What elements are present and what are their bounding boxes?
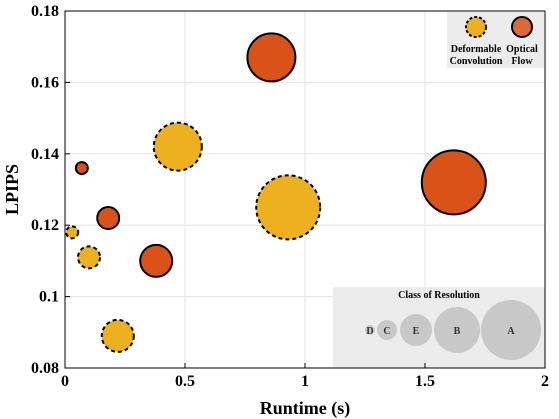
x-tick-label: 1	[301, 373, 309, 390]
x-axis-title: Runtime (s)	[260, 398, 351, 419]
resolution-label-a: A	[507, 326, 515, 337]
legend-swatch-deformable	[465, 16, 487, 38]
resolution-legend: Class of Resolution D C E B A	[333, 287, 545, 368]
y-tick-label: 0.16	[31, 74, 59, 91]
legend-swatch-optical	[511, 16, 533, 38]
resolution-label-c: C	[383, 326, 390, 337]
resolution-circle-a	[481, 300, 541, 360]
legend-label-optical: Optical	[506, 44, 538, 55]
deformable-point	[65, 225, 80, 240]
y-tick-label: 0.12	[31, 217, 59, 234]
x-tick-label: 2	[541, 373, 549, 390]
x-tick-label: 1.5	[415, 373, 435, 390]
deformable-point	[100, 318, 135, 353]
resolution-legend-title: Class of Resolution	[398, 290, 480, 301]
optical-point	[74, 161, 89, 176]
data-points	[65, 32, 487, 353]
y-tick-label: 0.1	[39, 289, 59, 306]
deformable-point	[255, 174, 322, 241]
y-tick-label: 0.18	[31, 3, 59, 20]
resolution-circle-d	[365, 325, 375, 335]
y-tick-label: 0.08	[31, 360, 59, 377]
optical-point	[139, 243, 174, 278]
resolution-label-d: D	[366, 326, 373, 337]
legend-label-deformable: Convolution	[450, 56, 503, 67]
resolution-circle-e	[400, 314, 432, 346]
deformable-point	[77, 245, 101, 270]
resolution-label-e: E	[413, 326, 420, 337]
deformable-point	[152, 121, 203, 172]
optical-point	[246, 32, 297, 83]
x-tick-label: 0.5	[175, 373, 195, 390]
resolution-circle-c	[377, 320, 397, 340]
optical-point	[420, 149, 487, 216]
resolution-label-b: B	[454, 326, 461, 337]
x-tick-label: 0	[61, 373, 69, 390]
y-tick-label: 0.14	[31, 146, 59, 163]
axis-ticks: 0 0.5 1 1.5 2 0.08 0.1 0.12 0.14 0.16 0.18	[31, 3, 549, 390]
optical-point	[96, 206, 121, 231]
legend-label-deformable: Deformable	[451, 44, 502, 55]
y-axis-title: LPIPS	[2, 164, 22, 215]
resolution-circle-b	[434, 307, 480, 353]
legend-label-optical: Flow	[511, 56, 533, 67]
